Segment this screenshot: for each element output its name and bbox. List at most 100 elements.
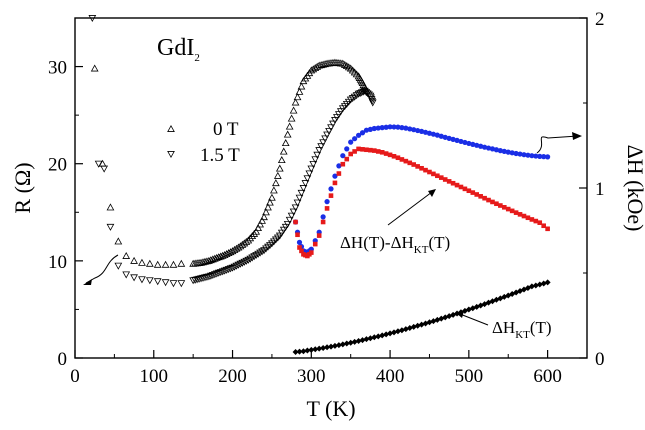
data-point [442,134,448,140]
data-point [254,224,263,232]
data-point [212,270,221,278]
y-left-tick-label-10: 10 [48,252,67,273]
data-point [517,212,523,217]
data-point [258,216,266,224]
data-point [528,283,535,290]
data-point [509,150,515,156]
data-point [422,129,429,135]
legend: 0 T 1.5 T [167,119,240,166]
data-point [356,90,365,98]
annotations: ΔH(T)-ΔHKT(T) ΔHKT(T) [83,132,582,341]
data-point [513,210,519,215]
data-point [494,201,499,207]
data-point [316,233,322,238]
data-point [501,148,507,154]
data-point [324,199,330,205]
legend-label-1-5t: 1.5 T [200,145,240,166]
data-point [130,274,138,282]
data-point [354,90,363,98]
data-point [289,106,298,114]
data-point [230,263,239,271]
left-axis-indicator-arrow [85,254,119,284]
data-point [244,236,253,244]
data-point [541,223,546,229]
data-point [431,171,436,177]
data-point [332,180,338,186]
data-point [340,153,346,159]
data-point [301,180,310,188]
data-point [138,258,146,266]
data-point [305,170,314,178]
data-point [482,195,487,201]
data-point [222,266,231,274]
data-point [364,147,369,153]
data-point [407,126,413,132]
data-point [287,212,296,220]
data-point [236,260,245,268]
data-point [268,193,276,201]
data-point [529,217,535,222]
data-point [348,139,354,145]
data-point [248,254,257,262]
series-2 [292,124,551,256]
data-point [379,150,385,155]
data-point [309,160,318,168]
data-point [391,124,397,130]
data-point [161,260,170,268]
data-point [478,143,484,149]
data-point [88,15,97,23]
data-point [234,261,243,269]
data-point [375,333,382,340]
data-point [458,138,464,145]
data-point [517,151,523,157]
data-point [328,343,334,350]
data-point [537,220,543,225]
data-point [482,144,488,150]
data-point [210,271,219,279]
data-point [226,265,235,273]
data-point [324,206,330,211]
data-point [339,341,346,348]
right-axis-indicator-arrowhead [572,132,582,140]
x-tick-label-100: 100 [140,366,169,387]
data-point [521,152,527,158]
data-point [490,199,495,205]
data-point [325,127,333,135]
dh-kt-arrowhead [456,311,464,318]
data-point [489,146,496,152]
data-point [348,151,353,157]
data-point [352,136,358,142]
data-point [320,344,327,351]
data-point [242,237,251,245]
data-point [138,276,146,284]
y-right-axis-title: ΔH (kOe) [623,145,645,232]
data-point [304,347,311,354]
data-point [344,146,350,152]
data-point [300,348,307,355]
data-point [359,130,366,136]
data-point [208,271,217,279]
data-point [296,348,303,355]
x-axis-title: T (K) [306,396,355,421]
data-point [403,158,409,164]
data-point [293,93,302,101]
data-point [438,175,444,180]
data-point [287,114,296,122]
data-point [541,154,547,160]
data-point [283,220,292,228]
x-tick-label-500: 500 [455,366,484,387]
data-point [285,216,294,224]
sample-label-main: GdI [157,35,194,61]
data-point [309,65,318,73]
data-point [474,142,480,148]
data-point [399,157,405,162]
data-point [289,208,298,216]
series-0 [90,58,371,268]
data-point [347,339,354,346]
data-point [375,149,381,154]
dh-kt-label-main: ΔH [492,318,515,337]
data-point [122,251,131,259]
data-point [206,272,215,280]
data-point [246,234,255,242]
data-point [291,98,300,106]
